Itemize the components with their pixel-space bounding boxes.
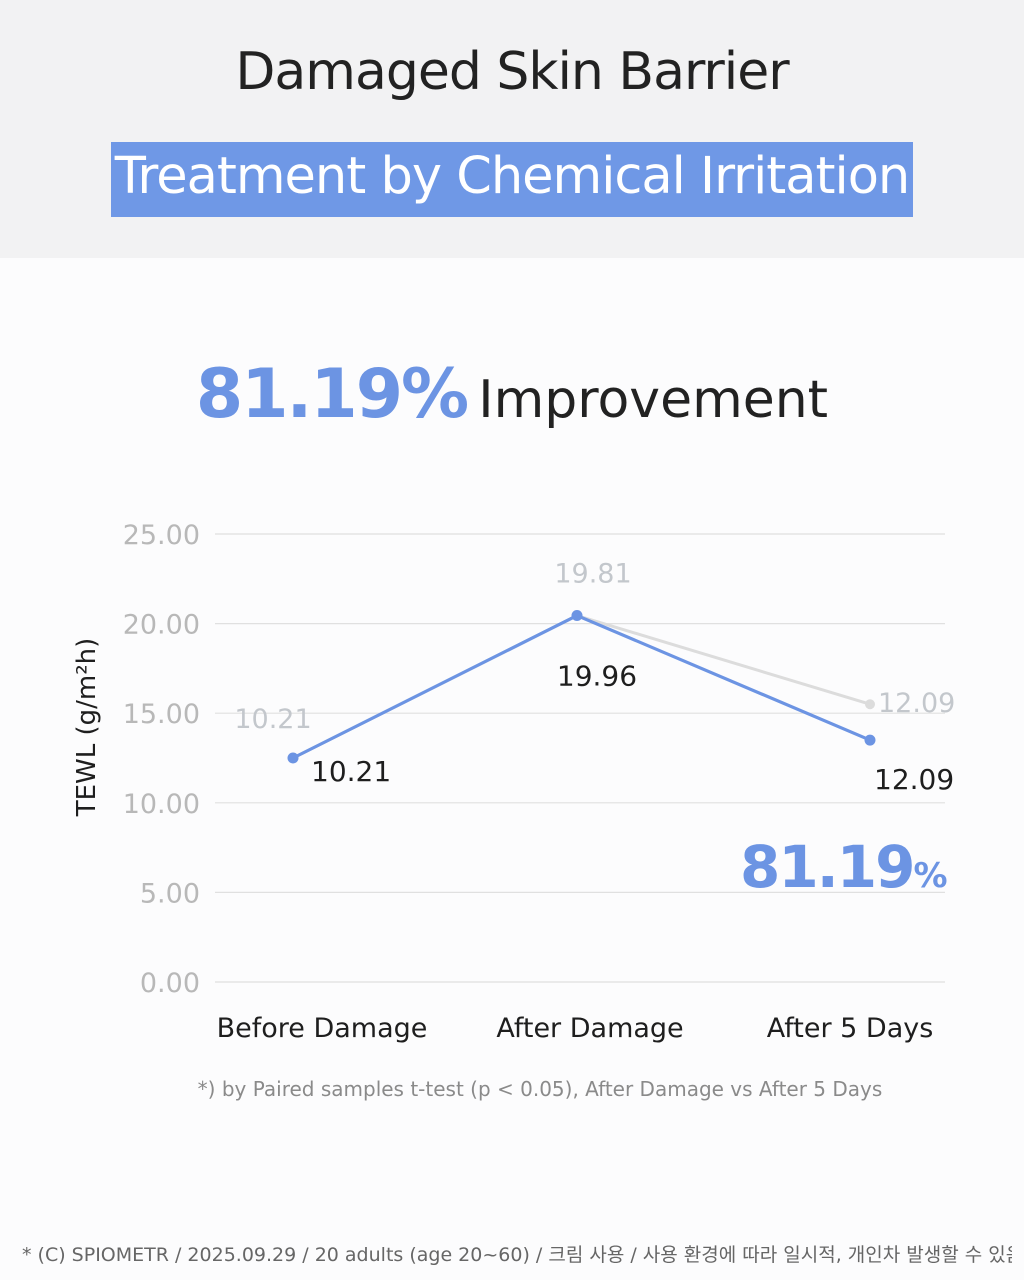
- x-tick-label: After Damage: [496, 1013, 683, 1044]
- headline: 81.19% Improvement: [0, 355, 1024, 434]
- data-label: 19.96: [557, 660, 637, 693]
- y-tick-label: 10.00: [123, 789, 200, 820]
- y-tick-label: 25.00: [123, 520, 200, 551]
- tewl-line-chart: 0.00 5.00 10.00 15.00 20.00 25.00 TEWL (g/m²h)…: [72, 520, 955, 1044]
- page-title: Damaged Skin Barrier: [235, 42, 789, 102]
- improvement-annotation: 81.19%: [740, 833, 948, 901]
- data-label: 12.09: [874, 763, 954, 796]
- data-point: [287, 752, 299, 764]
- data-point: [865, 699, 875, 710]
- y-tick-label: 15.00: [123, 699, 200, 730]
- page-subtitle: Treatment by Chemical Irritation: [114, 147, 911, 206]
- data-point: [571, 610, 583, 622]
- headline-percent: 81.19%: [195, 355, 469, 434]
- data-label: 10.21: [311, 755, 391, 788]
- footer-source: * (C) SPIOMETR / 2025.09.29 / 20 adults …: [22, 1244, 1012, 1266]
- subtitle-band: [111, 142, 913, 217]
- statistics-note: *) by Paired samples t-test (p < 0.05), …: [197, 1077, 883, 1101]
- x-tick-label: Before Damage: [217, 1013, 428, 1044]
- y-tick-label: 20.00: [123, 610, 200, 641]
- data-label: 19.81: [554, 559, 631, 590]
- x-tick-label: After 5 Days: [767, 1013, 934, 1044]
- data-label: 10.21: [234, 704, 311, 735]
- y-axis-label: TEWL (g/m²h): [72, 638, 102, 818]
- y-tick-label: 0.00: [140, 968, 200, 999]
- headline-label: Improvement: [478, 370, 829, 430]
- y-tick-label: 5.00: [140, 878, 200, 909]
- data-point: [864, 734, 876, 746]
- data-label: 12.09: [878, 688, 955, 719]
